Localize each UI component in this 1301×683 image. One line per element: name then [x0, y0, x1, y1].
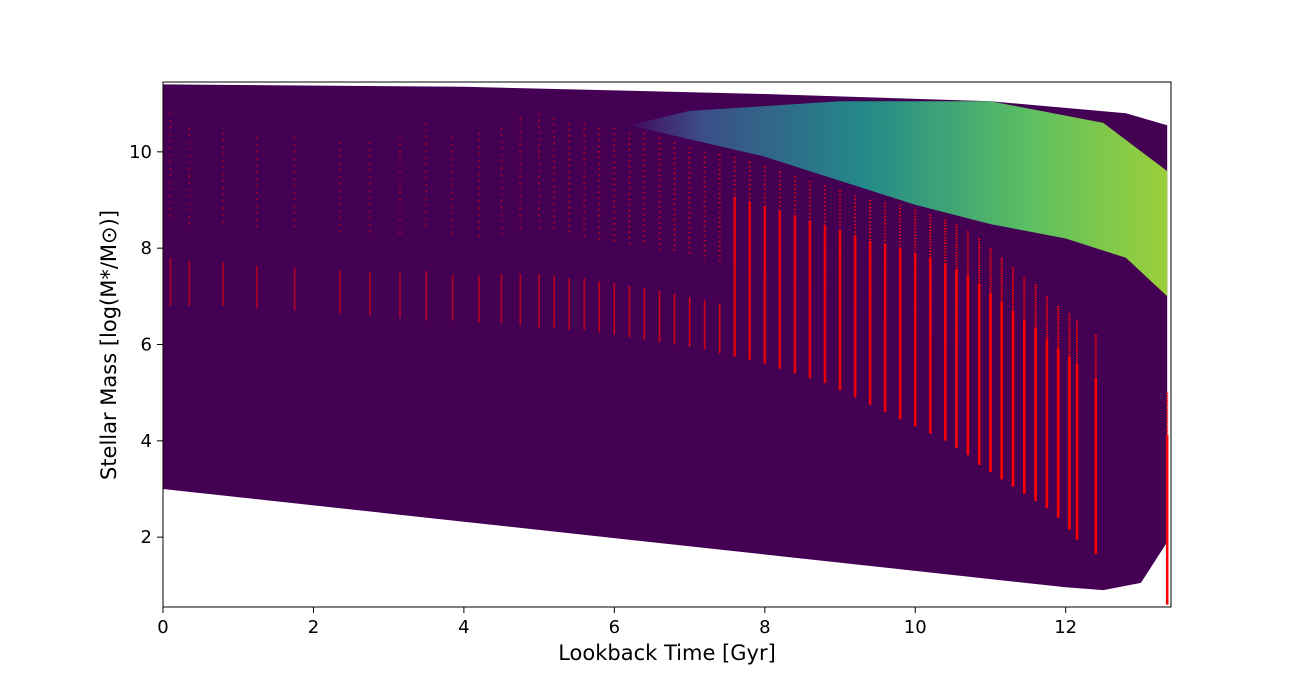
x-tick-label: 10 [904, 617, 927, 638]
density-band [629, 101, 1168, 297]
x-axis: 0 2 4 6 8 10 12 [157, 607, 1077, 638]
x-tick-label: 8 [759, 617, 770, 638]
x-tick-label: 4 [458, 617, 469, 638]
x-tick-label: 12 [1054, 617, 1077, 638]
y-tick-label: 4 [141, 431, 152, 452]
x-axis-label: Lookback Time [Gyr] [558, 641, 776, 665]
scatter-points [169, 113, 1169, 605]
y-tick-label: 8 [141, 238, 152, 259]
y-axis-label: Stellar Mass [log(M*/M⊙)] [97, 210, 121, 480]
y-tick-label: 2 [141, 527, 152, 548]
y-tick-label: 10 [129, 142, 152, 163]
x-tick-label: 0 [157, 617, 168, 638]
y-axis: 2 4 6 8 10 [129, 142, 163, 548]
y-tick-label: 6 [141, 335, 152, 356]
x-tick-label: 6 [609, 617, 620, 638]
x-tick-label: 2 [308, 617, 319, 638]
